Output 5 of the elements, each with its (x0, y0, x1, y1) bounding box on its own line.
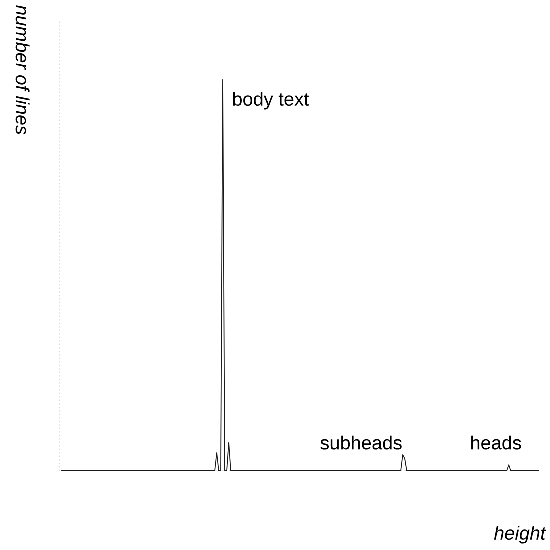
x-axis-title: height (494, 526, 546, 544)
annotation: body text (233, 92, 310, 110)
y-axis-title: number of lines (16, 6, 30, 135)
annotation: subheads (320, 436, 402, 450)
annotation: heads (472, 436, 522, 450)
